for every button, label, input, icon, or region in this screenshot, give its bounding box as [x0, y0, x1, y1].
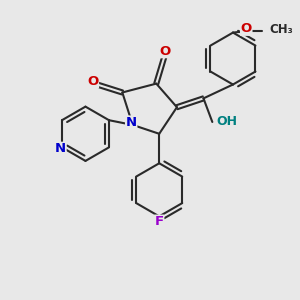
Text: N: N — [126, 116, 137, 129]
Text: O: O — [241, 22, 252, 35]
Text: O: O — [160, 45, 171, 58]
Text: O: O — [87, 75, 98, 88]
Text: N: N — [55, 142, 66, 155]
Text: F: F — [155, 215, 164, 228]
Text: OH: OH — [217, 116, 238, 128]
Text: CH₃: CH₃ — [270, 23, 294, 36]
